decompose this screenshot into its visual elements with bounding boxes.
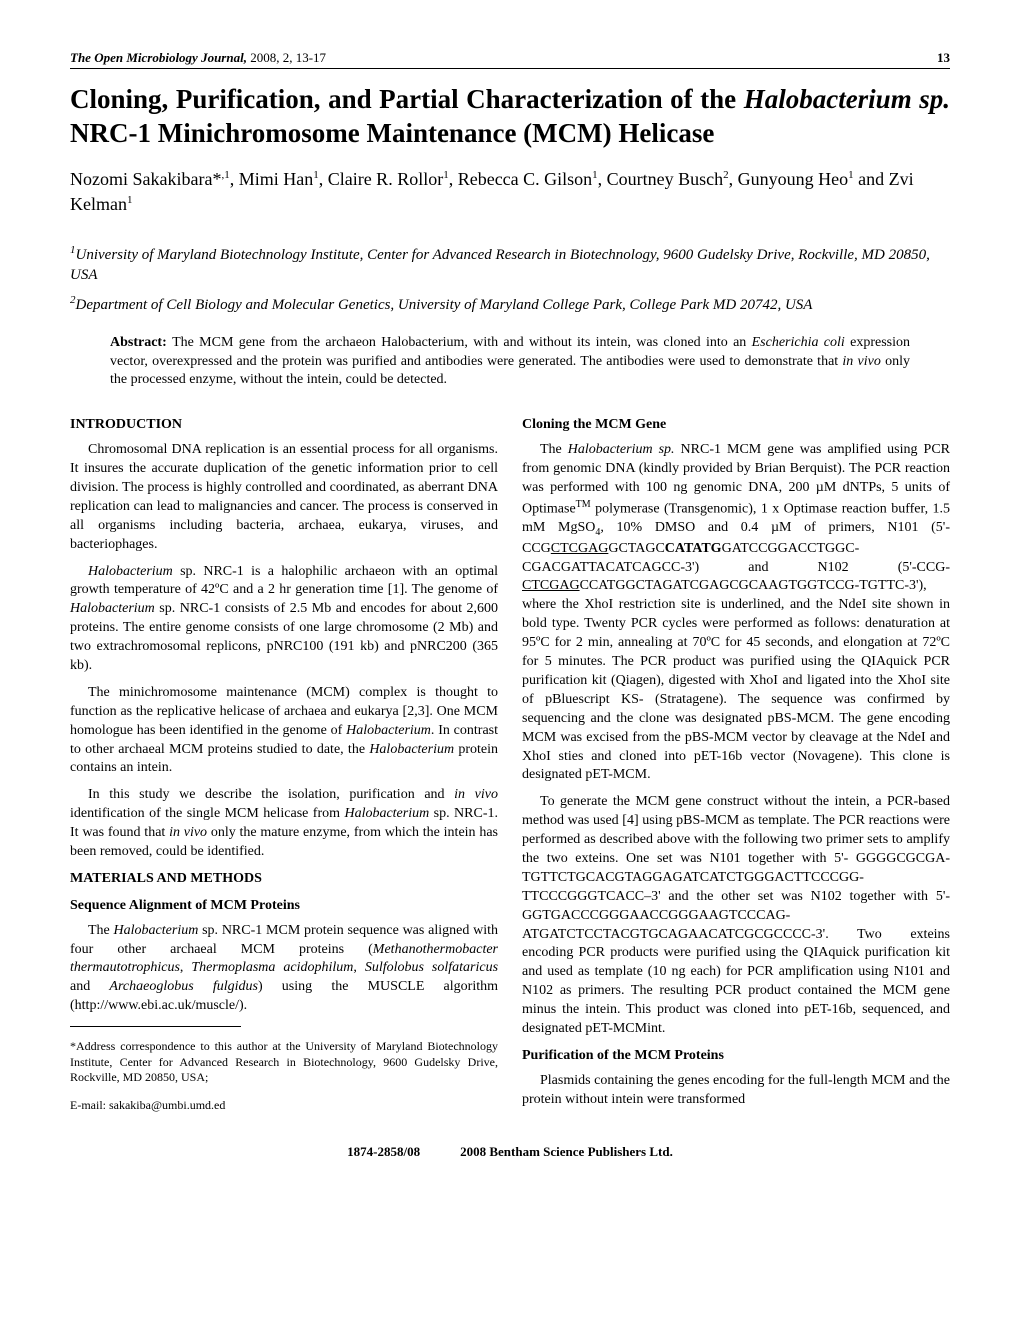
heading-purification: Purification of the MCM Proteins <box>522 1047 950 1066</box>
p4c: identification of the single MCM helicas… <box>70 806 344 821</box>
rp1f: GCTAGC <box>608 541 664 556</box>
authors: Nozomi Sakakibara*,1, Mimi Han 1 , Claire … <box>70 167 950 217</box>
page: The Open Microbiology Journal, 2008, 2, … <box>0 0 1020 1200</box>
author-2: , Mimi Han <box>230 169 314 189</box>
title-part1: Cloning, Purification, and Partial Chara… <box>70 84 744 114</box>
abstract-i2: in vivo <box>842 354 880 369</box>
affil-1-text: University of Maryland Biotechnology Ins… <box>70 247 930 283</box>
rp1u2: CTCGAG <box>522 578 580 593</box>
p2c: Halobacterium <box>70 601 155 616</box>
rp1a: The <box>540 442 568 457</box>
right-column: Cloning the MCM Gene The Halobacterium s… <box>522 408 950 1125</box>
p5a: The <box>88 923 114 938</box>
footer-code: 1874-2858/08 <box>347 1144 420 1160</box>
abstract-label: Abstract: <box>110 335 172 350</box>
p5g: , <box>353 960 364 975</box>
affiliation-2: 2Department of Cell Biology and Molecula… <box>70 293 950 315</box>
header-line: The Open Microbiology Journal, 2008, 2, … <box>70 50 950 69</box>
abstract-t1: The MCM gene from the archaeon Halobacte… <box>172 335 752 350</box>
page-number: 13 <box>937 50 950 66</box>
title-part2: NRC-1 Minichromosome Maintenance (MCM) H… <box>70 118 714 148</box>
author-1-sup: ,1 <box>221 169 229 181</box>
footer-copyright: 2008 Bentham Science Publishers Ltd. <box>460 1144 673 1160</box>
author-3: , Claire R. Rollor <box>319 169 444 189</box>
author-1: Nozomi Sakakibara* <box>70 169 221 189</box>
seq-p1: The Halobacterium sp. NRC-1 MCM protein … <box>70 922 498 1016</box>
p5i: and <box>70 979 109 994</box>
heading-materials: MATERIALS AND METHODS <box>70 870 498 889</box>
rp1tm: TM <box>576 499 591 510</box>
author-7-sup: 1 <box>127 194 133 206</box>
intro-p1: Chromosomal DNA replication is an essent… <box>70 441 498 554</box>
left-column: INTRODUCTION Chromosomal DNA replication… <box>70 408 498 1125</box>
heading-sequence: Sequence Alignment of MCM Proteins <box>70 897 498 916</box>
journal-yvp: 2008, 2, 13-17 <box>247 50 326 65</box>
p2a: Halobacterium <box>88 564 173 579</box>
affil-2-text: Department of Cell Biology and Molecular… <box>76 297 813 313</box>
journal-info: The Open Microbiology Journal, 2008, 2, … <box>70 50 326 66</box>
p5h: Sulfolobus solfataricus <box>365 960 498 975</box>
columns: INTRODUCTION Chromosomal DNA replication… <box>70 408 950 1125</box>
p3d: Halobacterium <box>369 742 454 757</box>
author-5: , Courtney Busch <box>598 169 724 189</box>
p5j: Archaeoglobus fulgidus <box>109 979 258 994</box>
clone-p1: The Halobacterium sp. NRC-1 MCM gene was… <box>522 441 950 785</box>
heading-cloning: Cloning the MCM Gene <box>522 416 950 435</box>
p4f: in vivo <box>169 825 207 840</box>
pur-p1: Plasmids containing the genes encoding f… <box>522 1072 950 1110</box>
title-italic: Halobacterium sp. <box>744 84 950 114</box>
intro-p4: In this study we describe the isolation,… <box>70 786 498 862</box>
p5b: Halobacterium <box>114 923 199 938</box>
journal-name: The Open Microbiology Journal, <box>70 50 247 65</box>
footer: 1874-2858/08 2008 Bentham Science Publis… <box>70 1144 950 1160</box>
rp1u1: CTCGAG <box>551 541 609 556</box>
article-title: Cloning, Purification, and Partial Chara… <box>70 83 950 151</box>
author-6: , Gunyoung Heo <box>729 169 849 189</box>
intro-p3: The minichromosome maintenance (MCM) com… <box>70 684 498 778</box>
footnote-divider <box>70 1026 241 1027</box>
clone-p2: To generate the MCM gene construct witho… <box>522 793 950 1039</box>
rp1bold: CATATG <box>665 541 722 556</box>
rp1h: CCATGGCTAGATCGAGCGCAAGTGGTCCG-TGTTC-3'),… <box>522 578 950 782</box>
footnote-2: E-mail: sakakiba@umbi.umd.ed <box>70 1098 498 1114</box>
p3b: Halobacterium <box>346 723 431 738</box>
p4b: in vivo <box>454 787 498 802</box>
abstract-i1: Escherichia coli <box>752 335 845 350</box>
p5e: , <box>180 960 191 975</box>
intro-p2: Halobacterium sp. NRC-1 is a halophilic … <box>70 563 498 676</box>
rp1b: Halobacterium sp. <box>568 442 675 457</box>
heading-introduction: INTRODUCTION <box>70 416 498 435</box>
p5f: Thermoplasma acidophilum <box>191 960 353 975</box>
abstract: Abstract: The MCM gene from the archaeon… <box>110 334 910 391</box>
p4a: In this study we describe the isolation,… <box>88 787 454 802</box>
affiliation-1: 1University of Maryland Biotechnology In… <box>70 243 950 286</box>
footnote-1: *Address correspondence to this author a… <box>70 1039 498 1086</box>
p4d: Halobacterium <box>344 806 429 821</box>
author-4: , Rebecca C. Gilson <box>449 169 592 189</box>
